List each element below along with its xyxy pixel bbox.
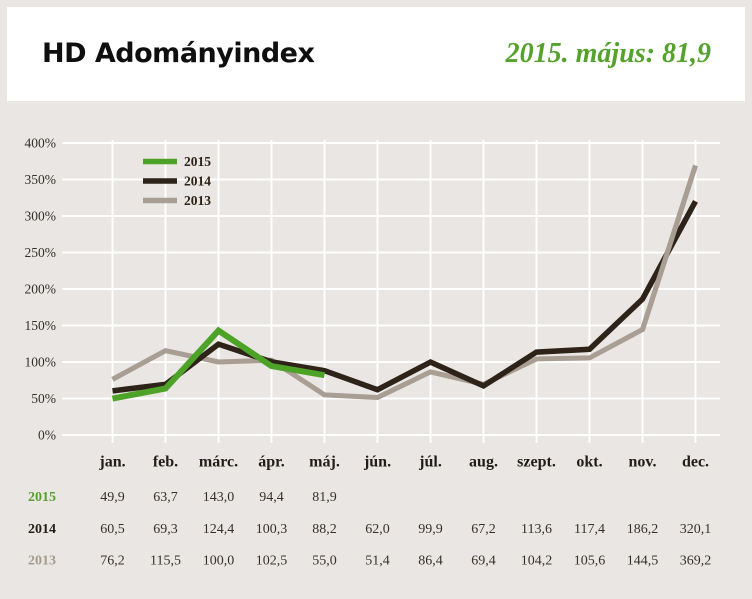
table-row-label-2015: 2015: [28, 490, 56, 505]
legend-label-2013: 2013: [184, 193, 211, 208]
y-axis-tick-label: 100%: [25, 355, 57, 370]
y-axis-tick-label: 250%: [25, 245, 57, 260]
table-cell-2014-10: 186,2: [627, 522, 659, 537]
x-axis-month-label: jún.: [363, 454, 391, 471]
header-card: HD Adományindex 2015. május: 81,9: [7, 7, 745, 101]
table-cell-2013-11: 369,2: [680, 554, 712, 569]
current-index-value: 2015. május: 81,9: [505, 38, 711, 69]
table-cell-2014-4: 88,2: [312, 522, 337, 537]
line-2013-overlay: [640, 164, 698, 331]
y-axis-tick-label: 150%: [25, 318, 57, 333]
table-cell-2013-2: 100,0: [203, 554, 235, 569]
table-cell-2014-0: 60,5: [100, 522, 125, 537]
y-axis-tick-label: 400%: [25, 136, 57, 151]
x-axis-month-label: okt.: [576, 454, 602, 471]
legend-label-2015: 2015: [184, 154, 211, 169]
line-2015: [111, 326, 326, 402]
table-cell-2014-11: 320,1: [680, 522, 712, 537]
line-2013: [111, 164, 698, 401]
y-axis-tick-label: 200%: [25, 282, 57, 297]
table-cell-2013-7: 69,4: [471, 554, 496, 569]
table-cell-2015-3: 94,4: [259, 490, 284, 505]
y-axis-tick-label: 300%: [25, 209, 57, 224]
table-cell-2014-1: 69,3: [153, 522, 178, 537]
legend-swatch-2015: [143, 158, 177, 165]
legend-swatch-2013: [143, 197, 177, 204]
y-axis-tick-label: 0%: [38, 428, 56, 443]
x-axis-month-label: aug.: [469, 454, 498, 471]
table-cell-2014-3: 100,3: [256, 522, 288, 537]
table-cell-2013-10: 144,5: [627, 554, 659, 569]
legend-label-2014: 2014: [184, 174, 211, 189]
x-axis-month-label: feb.: [153, 454, 178, 471]
table-cell-2013-4: 55,0: [312, 554, 337, 569]
table-cell-2013-6: 86,4: [418, 554, 443, 569]
legend-swatch-2014: [143, 178, 177, 184]
x-axis-month-label: márc.: [199, 454, 238, 471]
x-axis-month-label: szept.: [517, 454, 556, 471]
table-cell-2014-9: 117,4: [574, 522, 605, 537]
table-cell-2014-2: 124,4: [203, 522, 235, 537]
y-axis-tick-label: 350%: [25, 172, 57, 187]
table-cell-2014-6: 99,9: [418, 522, 443, 537]
table-cell-2013-0: 76,2: [100, 554, 125, 569]
table-cell-2015-2: 143,0: [203, 490, 235, 505]
x-axis-month-label: ápr.: [258, 454, 285, 471]
table-cell-2015-0: 49,9: [100, 490, 125, 505]
table-cell-2013-8: 104,2: [521, 554, 553, 569]
page-title: HD Adományindex: [42, 38, 315, 69]
table-cell-2014-7: 67,2: [471, 522, 496, 537]
table-cell-2015-4: 81,9: [312, 490, 337, 505]
table-cell-2013-3: 102,5: [256, 554, 288, 569]
x-axis-month-label: jan.: [98, 454, 125, 471]
table-cell-2014-8: 113,6: [521, 522, 552, 537]
x-axis-month-label: máj.: [309, 454, 340, 471]
table-cell-2013-9: 105,6: [574, 554, 606, 569]
table-cell-2013-5: 51,4: [365, 554, 390, 569]
table-row-label-2014: 2014: [28, 522, 56, 537]
line-2014: [112, 200, 698, 394]
y-axis-tick-label: 50%: [31, 391, 56, 406]
table-cell-2015-1: 63,7: [153, 490, 178, 505]
x-axis-month-label: dec.: [682, 454, 709, 471]
table-cell-2014-5: 62,0: [365, 522, 390, 537]
table-cell-2013-1: 115,5: [150, 554, 181, 569]
x-axis-month-label: nov.: [628, 454, 656, 471]
table-row-label-2013: 2013: [28, 554, 56, 569]
x-axis-month-label: júl.: [418, 454, 442, 471]
